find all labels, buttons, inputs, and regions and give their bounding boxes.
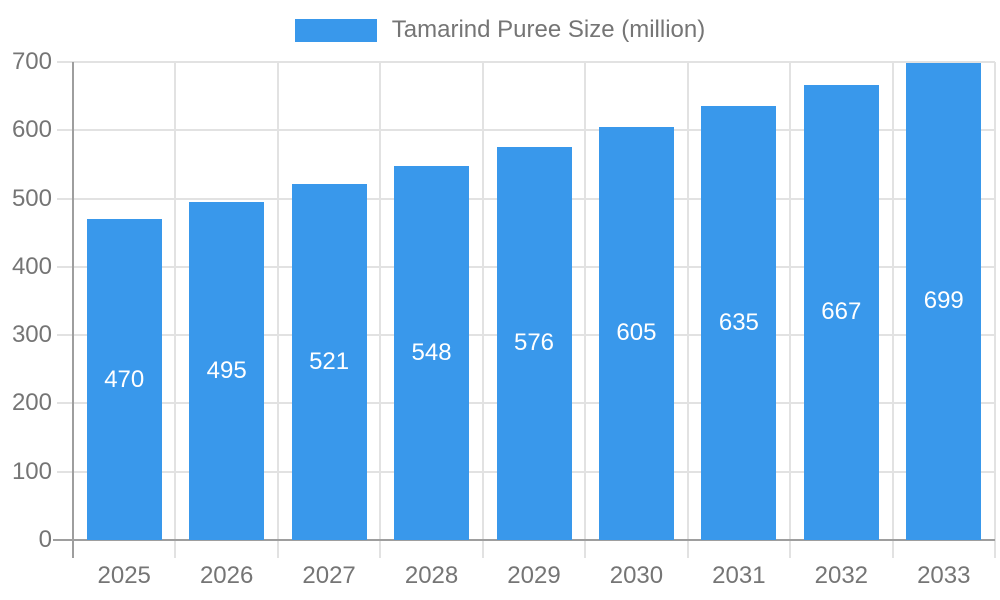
x-axis-label-2032: 2032 bbox=[814, 562, 869, 589]
gridline-x-boundary-9 bbox=[994, 62, 996, 558]
gridline-x-boundary-4 bbox=[481, 62, 484, 558]
y-axis-label-400: 400 bbox=[11, 252, 52, 280]
y-axis-label-100: 100 bbox=[11, 457, 52, 485]
bar-2028[interactable]: 548 bbox=[394, 165, 470, 540]
gridline-x-boundary-2 bbox=[276, 62, 279, 558]
y-axis-label-600: 600 bbox=[11, 116, 52, 144]
gridline-x-boundary-3 bbox=[379, 62, 382, 558]
bar-value-label-2032: 667 bbox=[821, 298, 862, 326]
bar-2027[interactable]: 521 bbox=[291, 184, 367, 540]
y-axis-label-700: 700 bbox=[11, 48, 52, 75]
bar-2029[interactable]: 576 bbox=[496, 146, 572, 540]
bar-value-label-2026: 495 bbox=[206, 356, 247, 384]
gridline-x-boundary-7 bbox=[789, 62, 792, 558]
legend-swatch bbox=[294, 18, 377, 42]
gridline-y-600 bbox=[57, 129, 995, 132]
y-axis-label-300: 300 bbox=[11, 321, 52, 349]
bar-2026[interactable]: 495 bbox=[189, 201, 265, 540]
legend-label: Tamarind Puree Size (million) bbox=[391, 16, 706, 43]
x-axis-label-2028: 2028 bbox=[404, 562, 459, 589]
gridline-x-boundary-8 bbox=[891, 62, 894, 558]
bar-2031[interactable]: 635 bbox=[701, 106, 777, 540]
gridline-x-boundary-5 bbox=[584, 62, 587, 558]
gridline-x-boundary-6 bbox=[686, 62, 689, 558]
bar-value-label-2029: 576 bbox=[513, 329, 555, 357]
gridline-y-700 bbox=[57, 61, 995, 63]
chart-legend[interactable]: Tamarind Puree Size (million) bbox=[0, 17, 1000, 43]
bar-value-label-2028: 548 bbox=[411, 338, 452, 366]
bar-value-label-2030: 605 bbox=[616, 319, 657, 347]
bar-value-label-2027: 521 bbox=[309, 348, 350, 376]
x-axis-label-2033: 2033 bbox=[917, 562, 971, 589]
bar-2033[interactable]: 699 bbox=[906, 62, 982, 540]
x-axis-label-2030: 2030 bbox=[609, 562, 664, 589]
bar-2032[interactable]: 667 bbox=[803, 84, 879, 540]
y-axis-line bbox=[72, 62, 74, 558]
x-axis-label-2029: 2029 bbox=[507, 562, 561, 589]
bar-value-label-2025: 470 bbox=[104, 365, 145, 393]
y-axis-label-0: 0 bbox=[38, 526, 52, 553]
x-axis-label-2026: 2026 bbox=[199, 562, 254, 589]
bar-value-label-2031: 635 bbox=[718, 309, 759, 337]
bar-2025[interactable]: 470 bbox=[86, 219, 162, 540]
bar-value-label-2033: 699 bbox=[923, 287, 964, 315]
gridline-x-boundary-1 bbox=[174, 62, 177, 558]
bar-2030[interactable]: 605 bbox=[598, 126, 674, 540]
y-axis-label-500: 500 bbox=[11, 184, 52, 212]
x-axis-label-2031: 2031 bbox=[712, 562, 766, 589]
y-axis-label-200: 200 bbox=[11, 389, 52, 417]
x-axis-label-2025: 2025 bbox=[97, 562, 151, 589]
x-axis-label-2027: 2027 bbox=[302, 562, 356, 589]
x-axis-line bbox=[53, 539, 995, 541]
